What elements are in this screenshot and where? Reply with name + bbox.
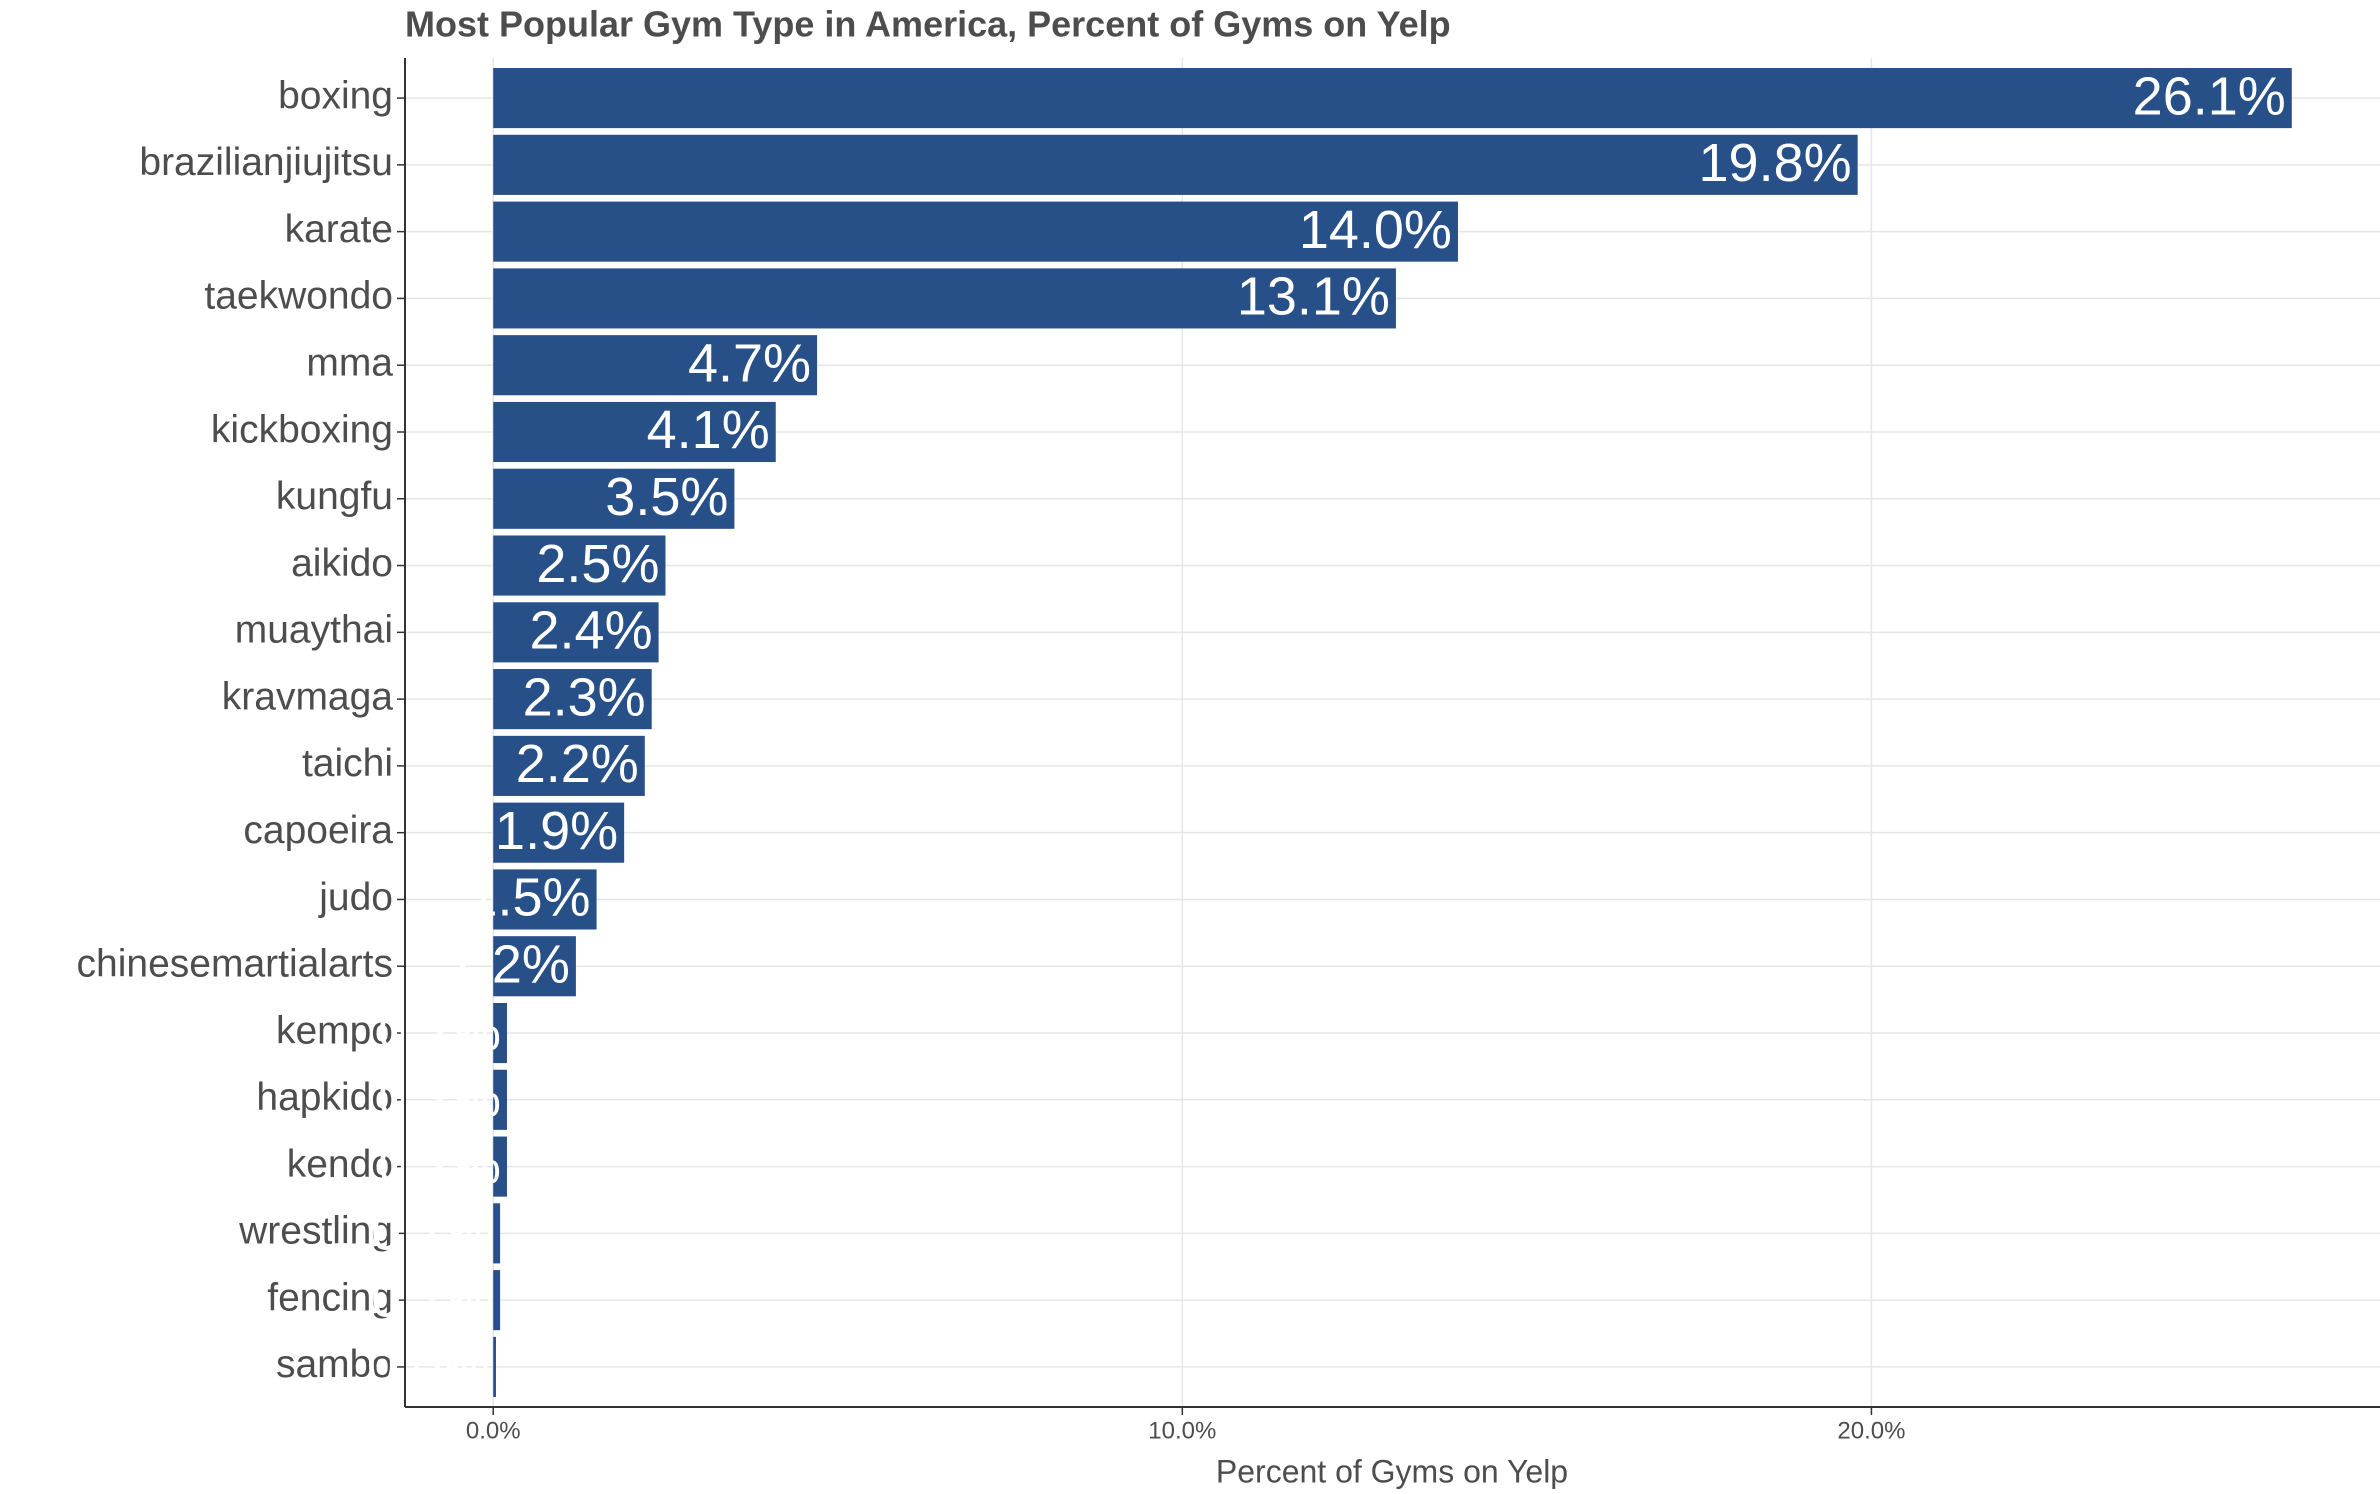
- bar: [493, 535, 666, 596]
- y-tick-label: chinesemartialarts: [77, 943, 393, 986]
- y-tick-label: fencing: [267, 1276, 393, 1319]
- y-tick-label: kendo: [287, 1143, 393, 1186]
- bar: [493, 802, 625, 863]
- y-tick-label: kempo: [276, 1009, 393, 1052]
- y-tick-label: sambo: [276, 1343, 393, 1386]
- chart-title: Most Popular Gym Type in America, Percen…: [405, 4, 1451, 45]
- bar: [493, 68, 2292, 129]
- value-label: 0.2%: [378, 1135, 501, 1195]
- x-tick-label: 0.0%: [466, 1417, 521, 1444]
- y-tick-label: brazilianjiujitsu: [139, 141, 393, 184]
- bar: [493, 1002, 507, 1064]
- value-label: 4.7%: [688, 333, 811, 393]
- y-tick-label: taekwondo: [204, 275, 393, 318]
- bar: [493, 735, 645, 796]
- y-tick-label: mma: [306, 341, 393, 384]
- value-label: 13.1%: [1237, 267, 1390, 327]
- y-tick-label: kickboxing: [211, 408, 393, 451]
- y-tick-label: karate: [285, 208, 393, 251]
- bar: [493, 1203, 501, 1264]
- x-tick-label: 10.0%: [1148, 1417, 1216, 1444]
- value-label: 2.4%: [530, 601, 653, 661]
- y-tick-label: capoeira: [243, 809, 393, 852]
- bar: [493, 869, 597, 930]
- bar: [493, 268, 1396, 329]
- bar: [493, 936, 576, 997]
- bar: [493, 201, 1458, 262]
- value-label: 1.5%: [467, 868, 590, 928]
- value-label: 26.1%: [2133, 66, 2286, 126]
- bar: [493, 602, 659, 663]
- y-tick-label: wrestling: [238, 1210, 393, 1253]
- value-label: 0.2%: [378, 1068, 501, 1128]
- bar: [493, 335, 818, 396]
- bar: [493, 1069, 507, 1130]
- bar: [493, 669, 652, 730]
- value-label: 0.1%: [371, 1202, 494, 1262]
- bar: [493, 1136, 507, 1197]
- y-tick-label: kungfu: [276, 475, 393, 518]
- value-label: 0.0%: [367, 1335, 490, 1395]
- bar: [493, 1336, 496, 1397]
- value-label: 2.2%: [516, 734, 639, 794]
- value-label: 4.1%: [647, 400, 770, 460]
- bar: [493, 468, 735, 529]
- y-tick-label: hapkido: [256, 1076, 393, 1119]
- bar: [493, 1270, 501, 1331]
- x-tick-label: 20.0%: [1837, 1417, 1905, 1444]
- value-label: 14.0%: [1299, 200, 1452, 260]
- y-tick-label: muaythai: [235, 609, 393, 652]
- value-label: 0.2%: [378, 1001, 501, 1061]
- y-tick-label: judo: [318, 876, 393, 919]
- x-axis-label: Percent of Gyms on Yelp: [1216, 1453, 1568, 1489]
- value-label: 2.3%: [523, 667, 646, 727]
- y-tick-label: boxing: [278, 74, 393, 117]
- bar: [493, 401, 776, 463]
- value-label: 1.2%: [447, 935, 570, 995]
- y-tick-label: aikido: [291, 542, 393, 585]
- value-label: 1.9%: [495, 801, 618, 861]
- value-label: 3.5%: [605, 467, 728, 527]
- value-label: 0.1%: [371, 1268, 494, 1328]
- value-label: 19.8%: [1699, 133, 1852, 193]
- y-tick-label: kravmaga: [222, 675, 394, 718]
- bar: [493, 134, 1858, 195]
- value-label: 2.5%: [536, 534, 659, 594]
- y-tick-label: taichi: [302, 742, 393, 785]
